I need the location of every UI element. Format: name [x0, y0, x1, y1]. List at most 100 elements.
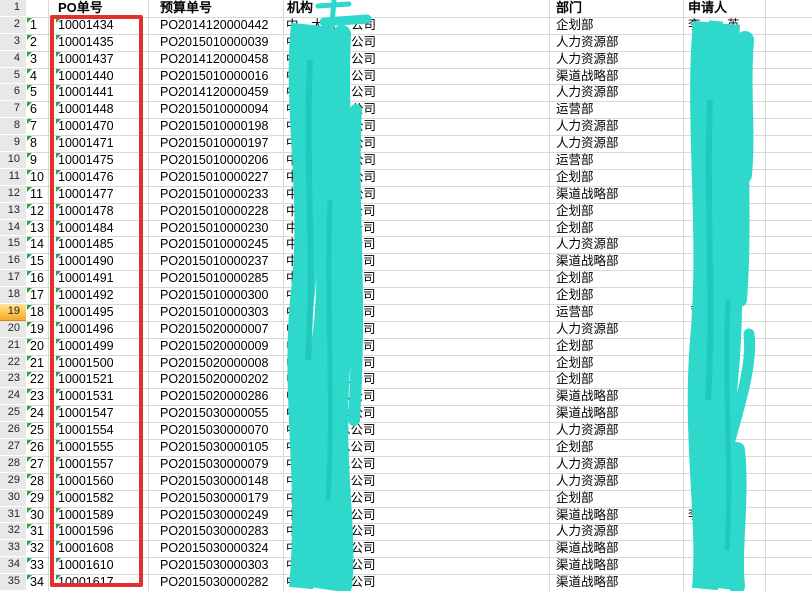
row-number[interactable]: 19	[0, 303, 26, 321]
cell-budget[interactable]: PO2015030000055	[160, 406, 269, 421]
cell-po[interactable]: 10001434	[58, 17, 114, 32]
cell-index[interactable]: 29	[30, 490, 44, 505]
cell-budget[interactable]: PO2015030000324	[160, 541, 269, 556]
header-cell-applicant[interactable]: 申请人	[688, 0, 728, 15]
cell-dept[interactable]: 渠道战略部	[556, 406, 619, 421]
cell-org-prefix[interactable]: 中	[286, 17, 299, 32]
cell-dept[interactable]: 企划部	[556, 288, 594, 303]
cell-po[interactable]: 10001470	[58, 119, 114, 134]
cell-dept[interactable]: 人力资源部	[556, 119, 619, 134]
cell-po[interactable]: 10001521	[58, 372, 114, 387]
cell-budget[interactable]: PO2015030000303	[160, 558, 269, 573]
cell-budget[interactable]: PO2014120000442	[160, 17, 269, 32]
row-number[interactable]: 23	[0, 371, 26, 389]
cell-index[interactable]: 20	[30, 338, 44, 353]
cell-po[interactable]: 10001554	[58, 423, 114, 438]
cell-org-prefix[interactable]: 中	[286, 440, 299, 455]
cell-index[interactable]: 8	[30, 136, 37, 151]
cell-po[interactable]: 10001610	[58, 558, 114, 573]
row-number[interactable]: 31	[0, 506, 26, 524]
cell-po[interactable]: 10001477	[58, 186, 114, 201]
cell-index[interactable]: 24	[30, 406, 44, 421]
cell-po[interactable]: 10001437	[58, 51, 114, 66]
cell-po[interactable]: 10001496	[58, 321, 114, 336]
cell-budget[interactable]: PO2014120000459	[160, 85, 269, 100]
row-number[interactable]: 6	[0, 84, 26, 102]
cell-dept[interactable]: 渠道战略部	[556, 186, 619, 201]
cell-dept[interactable]: 人力资源部	[556, 524, 619, 539]
cell-budget[interactable]: PO2015020000007	[160, 321, 269, 336]
cell-org-prefix[interactable]: 中	[286, 85, 299, 100]
row-number[interactable]: 4	[0, 50, 26, 68]
cell-budget[interactable]: PO2015030000249	[160, 507, 269, 522]
cell-org-prefix[interactable]: 中	[286, 338, 299, 353]
cell-org-prefix[interactable]: 中	[286, 473, 299, 488]
row-number[interactable]: 32	[0, 523, 26, 541]
cell-org-prefix[interactable]: 中	[286, 406, 299, 421]
cell-dept[interactable]: 人力资源部	[556, 136, 619, 151]
cell-index[interactable]: 13	[30, 220, 44, 235]
cell-index[interactable]: 4	[30, 68, 37, 83]
row-number[interactable]: 28	[0, 455, 26, 473]
cell-org-prefix[interactable]: 中	[286, 152, 299, 167]
cell-org-prefix[interactable]: 中	[286, 541, 299, 556]
cell-po[interactable]: 10001499	[58, 338, 114, 353]
row-number[interactable]: 10	[0, 151, 26, 169]
cell-org-prefix[interactable]: 中	[286, 423, 299, 438]
cell-index[interactable]: 19	[30, 321, 44, 336]
row-number[interactable]: 3	[0, 33, 26, 51]
cell-budget[interactable]: PO2015020000009	[160, 338, 269, 353]
row-number[interactable]: 2	[0, 16, 26, 34]
cell-dept[interactable]: 人力资源部	[556, 34, 619, 49]
cell-po[interactable]: 10001471	[58, 136, 114, 151]
row-number[interactable]: 14	[0, 219, 26, 237]
cell-org-prefix[interactable]: 中	[286, 456, 299, 471]
cell-index[interactable]: 3	[30, 51, 37, 66]
cell-po[interactable]: 10001440	[58, 68, 114, 83]
header-cell-org[interactable]: 机构	[287, 0, 314, 15]
cell-po[interactable]: 10001484	[58, 220, 114, 235]
row-number[interactable]: 33	[0, 540, 26, 558]
cell-index[interactable]: 12	[30, 203, 44, 218]
cell-po[interactable]: 10001475	[58, 152, 114, 167]
cell-po[interactable]: 10001555	[58, 440, 114, 455]
cell-dept[interactable]: 运营部	[556, 304, 594, 319]
cell-index[interactable]: 16	[30, 271, 44, 286]
cell-budget[interactable]: PO2015020000202	[160, 372, 269, 387]
cell-dept[interactable]: 渠道战略部	[556, 254, 619, 269]
cell-dept[interactable]: 企划部	[556, 372, 594, 387]
row-number[interactable]: 15	[0, 236, 26, 254]
cell-budget[interactable]: PO2015010000198	[160, 119, 269, 134]
cell-org-prefix[interactable]: 中	[286, 389, 299, 404]
cell-org-prefix[interactable]: 中	[286, 524, 299, 539]
cell-dept[interactable]: 人力资源部	[556, 321, 619, 336]
cell-index[interactable]: 6	[30, 102, 37, 117]
cell-po[interactable]: 10001448	[58, 102, 114, 117]
cell-org-prefix[interactable]: 中	[286, 507, 299, 522]
cell-dept[interactable]: 企划部	[556, 271, 594, 286]
cell-dept[interactable]: 人力资源部	[556, 237, 619, 252]
cell-po[interactable]: 10001582	[58, 490, 114, 505]
cell-dept[interactable]: 渠道战略部	[556, 389, 619, 404]
cell-budget[interactable]: PO2015010000016	[160, 68, 269, 83]
cell-dept[interactable]: 企划部	[556, 440, 594, 455]
cell-index[interactable]: 28	[30, 473, 44, 488]
cell-dept[interactable]: 企划部	[556, 338, 594, 353]
row-number[interactable]: 30	[0, 489, 26, 507]
cell-org-prefix[interactable]: 中	[286, 288, 299, 303]
cell-dept[interactable]: 人力资源部	[556, 423, 619, 438]
cell-org-prefix[interactable]: 中	[286, 355, 299, 370]
cell-budget[interactable]: PO2015030000079	[160, 456, 269, 471]
cell-dept[interactable]: 人力资源部	[556, 51, 619, 66]
cell-po[interactable]: 10001492	[58, 288, 114, 303]
cell-budget[interactable]: PO2015020000008	[160, 355, 269, 370]
cell-index[interactable]: 15	[30, 254, 44, 269]
cell-po[interactable]: 10001476	[58, 169, 114, 184]
header-cell-budget[interactable]: 预算单号	[160, 0, 213, 15]
cell-po[interactable]: 10001500	[58, 355, 114, 370]
cell-index[interactable]: 21	[30, 355, 44, 370]
cell-budget[interactable]: PO2015010000094	[160, 102, 269, 117]
cell-org-prefix[interactable]: 中	[286, 372, 299, 387]
cell-dept[interactable]: 渠道战略部	[556, 558, 619, 573]
cell-budget[interactable]: PO2015010000237	[160, 254, 269, 269]
